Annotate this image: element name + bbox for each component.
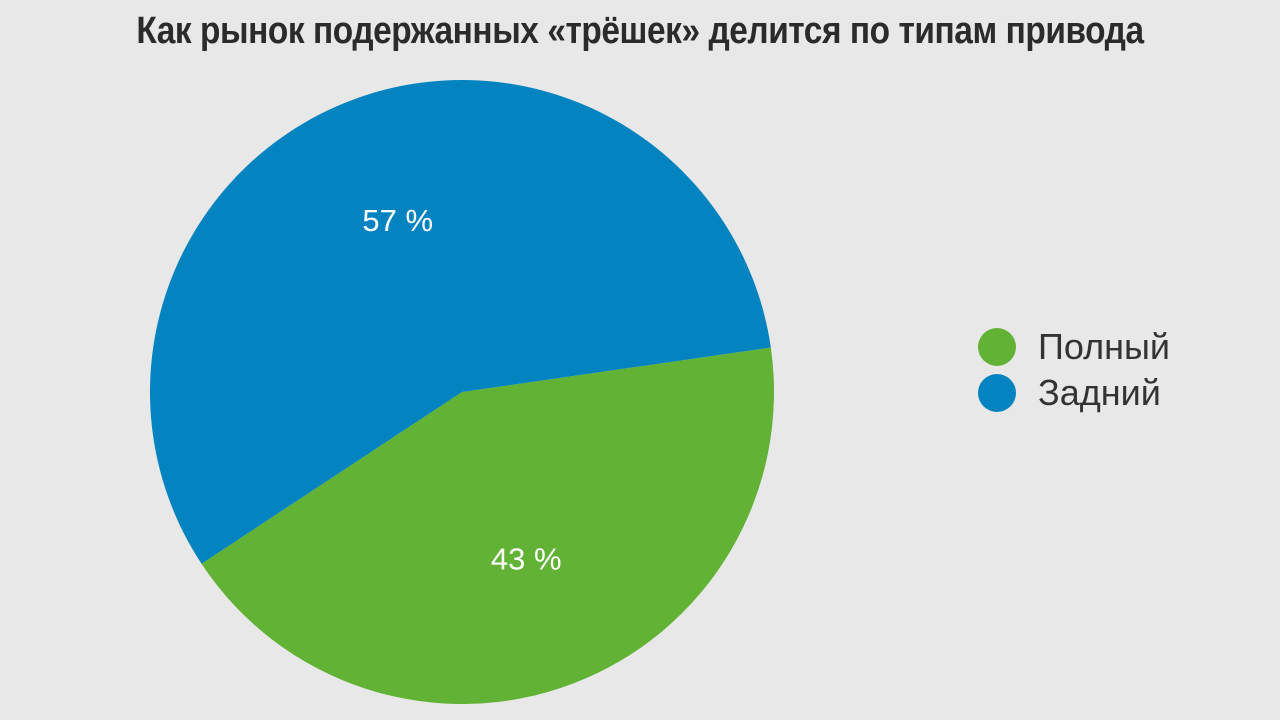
slice-label-polnyi: 43 % <box>491 541 562 576</box>
legend-swatch-zadnii <box>978 374 1016 412</box>
pie-slice-polnyi <box>201 347 774 705</box>
legend-label-polnyi: Полный <box>1038 326 1170 367</box>
legend-label-zadnii: Задний <box>1038 372 1161 413</box>
slice-label-zadnii: 57 % <box>362 203 433 238</box>
legend-item-zadnii: Задний <box>978 370 1238 416</box>
legend-swatch-polnyi <box>978 328 1016 366</box>
legend-item-polnyi: Полный <box>978 324 1238 370</box>
legend: Полный Задний <box>978 324 1238 416</box>
chart-title: Как рынок подержанных «трёшек» делится п… <box>136 10 1144 52</box>
pie-slice-zadnii <box>150 80 771 564</box>
